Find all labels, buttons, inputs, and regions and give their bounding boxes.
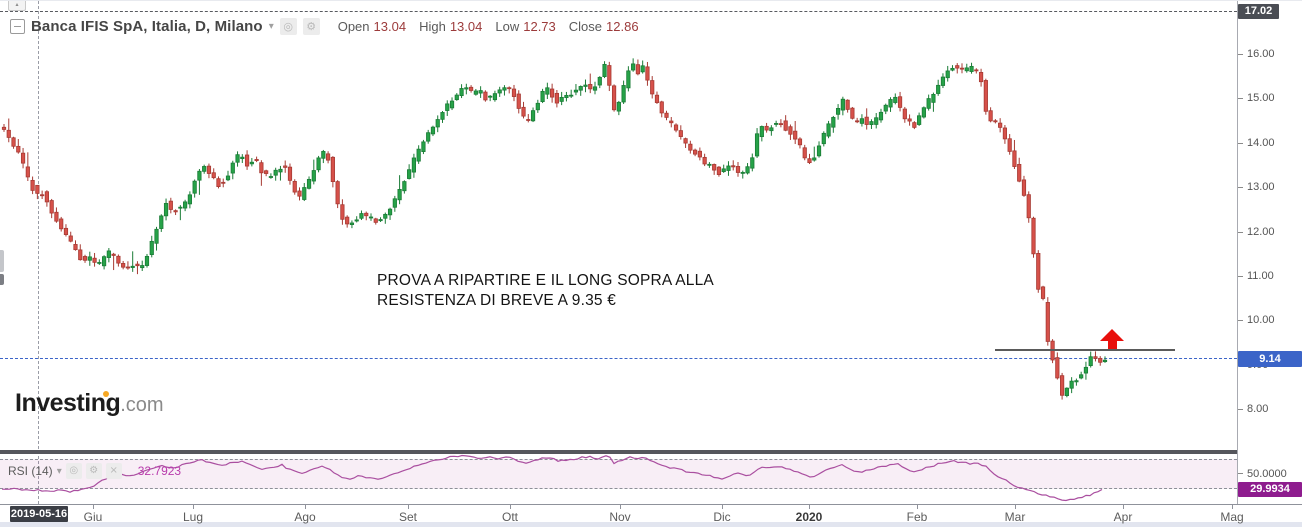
time-label-giu: Giu xyxy=(83,510,103,524)
price-tick xyxy=(1238,142,1243,144)
time-tick xyxy=(1123,505,1124,509)
arrow-head xyxy=(1100,329,1124,341)
price-label-12.00: 12.00 xyxy=(1247,225,1275,238)
price-label-16.00: 16.00 xyxy=(1247,48,1275,60)
rsi-value-badge: 29.9934 xyxy=(1238,482,1302,497)
open-label: Open xyxy=(337,19,370,34)
logo-tld: .com xyxy=(120,394,164,416)
symbol-header: Banca IFIS SpA, Italia, D, Milano ▾ ◎ ⚙ … xyxy=(10,18,648,35)
resistance-line[interactable] xyxy=(995,349,1175,351)
price-tick xyxy=(1238,320,1243,322)
collapse-panel-button[interactable]: ▴ xyxy=(8,1,26,11)
toolbar-handle-dark[interactable] xyxy=(0,274,4,285)
symbol-title[interactable]: Banca IFIS SpA, Italia, D, Milano xyxy=(31,18,263,35)
time-label-nov: Nov xyxy=(609,510,631,524)
time-tick xyxy=(1015,505,1016,509)
last-price-badge: 9.14 xyxy=(1238,351,1302,367)
legend-menu-icon[interactable] xyxy=(10,19,25,34)
time-label-apr: Apr xyxy=(1113,510,1133,524)
time-label-set: Set xyxy=(398,510,418,524)
time-label-ago: Ago xyxy=(294,510,316,524)
ohlc-readout: Open 13.04 High 13.04 Low 12.73 Close 12… xyxy=(338,19,648,34)
price-axis[interactable]: 16.0015.0014.0013.0012.0011.0010.009.008… xyxy=(1237,1,1302,504)
time-tick xyxy=(809,505,810,509)
price-tick xyxy=(1238,98,1243,100)
arrow-stem xyxy=(1107,341,1117,349)
time-label-mag: Mag xyxy=(1220,510,1244,524)
time-label-mar: Mar xyxy=(1004,510,1026,524)
price-tick xyxy=(1238,187,1243,189)
high-value: 13.04 xyxy=(449,19,483,34)
time-label-2020: 2020 xyxy=(795,510,823,524)
bottom-strip xyxy=(0,522,1302,527)
rsi-close-icon[interactable]: × xyxy=(105,463,122,479)
rsi-value: 32.7923 xyxy=(137,464,182,478)
open-value: 13.04 xyxy=(373,19,407,34)
price-tick xyxy=(1238,231,1243,233)
investing-logo[interactable]: Investing.com xyxy=(15,389,164,418)
time-label-lug: Lug xyxy=(182,510,204,524)
time-label-dic: Dic xyxy=(713,510,731,524)
price-tick xyxy=(1238,409,1243,410)
chevron-down-icon[interactable]: ▾ xyxy=(268,21,274,32)
time-label-feb: Feb xyxy=(906,510,928,524)
time-tick xyxy=(193,505,194,509)
crosshair-vertical-line xyxy=(38,1,39,504)
rsi-line xyxy=(1,454,1103,502)
rsi-eye-icon[interactable]: ◎ xyxy=(65,463,82,479)
low-value: 12.73 xyxy=(523,19,556,34)
toolbar-handle-light[interactable] xyxy=(0,250,4,272)
rsi-chevron-down-icon[interactable]: ▾ xyxy=(56,465,62,477)
time-label-ott: Ott xyxy=(501,510,519,524)
candlestick-chart-canvas[interactable] xyxy=(0,1,1237,504)
close-label: Close xyxy=(568,19,603,34)
annotation-text[interactable]: PROVA A RIPARTIRE E IL LONG SOPRA ALLA R… xyxy=(377,271,714,310)
logo-orange-dot xyxy=(103,391,109,397)
price-tick xyxy=(1238,275,1243,277)
price-label-11.00: 11.00 xyxy=(1247,269,1274,282)
time-tick xyxy=(305,505,306,509)
time-tick xyxy=(917,505,918,509)
rsi-level-label: 50.0000 xyxy=(1247,468,1287,480)
alert-price-line[interactable] xyxy=(0,11,1237,12)
rsi-indicator-header: RSI (14) ▾ ◎ ⚙ × 32.7923 xyxy=(8,463,181,479)
time-axis[interactable]: Giu Lug Ago Set Ott Nov Dic 2020 Feb Mar Apr Mag 20… xyxy=(0,504,1302,527)
price-label-13.00: 13.00 xyxy=(1247,181,1275,194)
close-value: 12.86 xyxy=(606,19,639,34)
time-tick xyxy=(408,505,409,509)
time-tick xyxy=(722,505,723,509)
rsi-level-tick xyxy=(1238,473,1243,474)
eye-icon[interactable]: ◎ xyxy=(279,18,297,35)
rsi-overbought-oversold-band xyxy=(0,459,1237,489)
time-tick xyxy=(93,505,94,509)
time-tick xyxy=(510,505,511,509)
price-label-15.00: 15.00 xyxy=(1247,92,1275,105)
last-price-line xyxy=(0,358,1237,359)
time-tick xyxy=(1232,505,1233,509)
rsi-label[interactable]: RSI (14) xyxy=(8,464,53,478)
crosshair-date-badge: 2019-05-16 xyxy=(10,506,68,522)
rsi-gear-icon[interactable]: ⚙ xyxy=(85,463,102,479)
high-label: High xyxy=(419,19,446,34)
gear-icon[interactable]: ⚙ xyxy=(302,18,320,35)
time-tick xyxy=(620,505,621,509)
buy-signal-arrow-icon[interactable] xyxy=(1100,329,1124,350)
low-label: Low xyxy=(495,19,520,34)
price-label-14.00: 14.00 xyxy=(1247,136,1275,149)
price-tick xyxy=(1238,54,1243,55)
alert-price-badge: 17.02 xyxy=(1238,4,1279,19)
annotation-line-2: RESISTENZA DI BREVE A 9.35 € xyxy=(377,291,617,309)
price-label-8.00: 8.00 xyxy=(1247,403,1269,415)
price-label-10.00: 10.00 xyxy=(1247,314,1275,327)
annotation-line-1: PROVA A RIPARTIRE E IL LONG SOPRA ALLA xyxy=(377,272,714,289)
pane-separator[interactable] xyxy=(0,450,1302,454)
